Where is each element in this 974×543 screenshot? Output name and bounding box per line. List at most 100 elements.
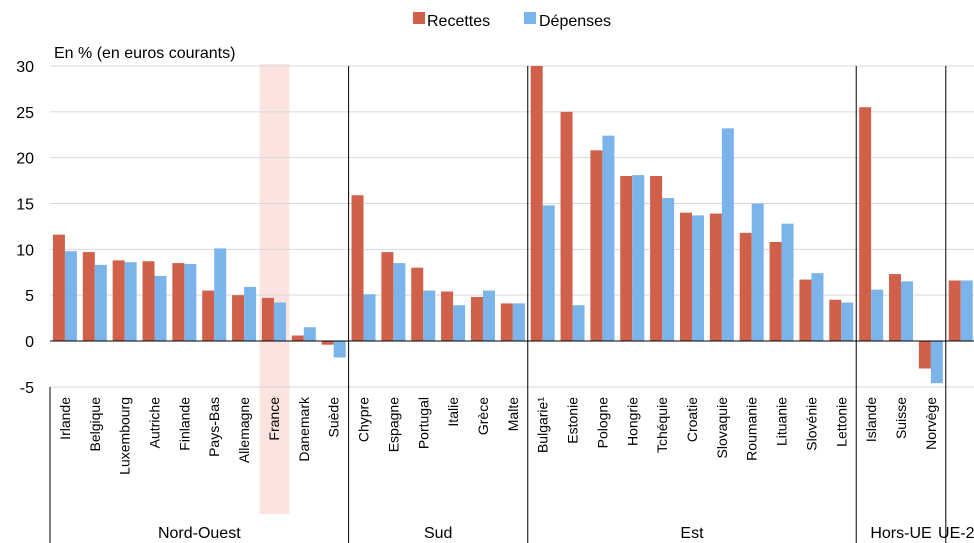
bar-depenses: [960, 280, 973, 341]
bar-depenses: [482, 290, 495, 341]
legend-swatch-depenses: [524, 12, 536, 24]
bar-recettes: [351, 195, 364, 341]
y-tick-label: 0: [25, 334, 34, 351]
y-tick-label: 15: [16, 197, 34, 214]
bar-depenses: [691, 215, 704, 341]
category-label: Tchéquie: [654, 397, 670, 453]
y-axis-ticks: -5 0 5 10 15 20 25 30: [16, 59, 34, 397]
category-label: Irlande: [57, 397, 73, 440]
category-label: France: [266, 397, 282, 441]
category-label: Norvège: [923, 397, 939, 450]
bar-recettes: [202, 290, 215, 341]
category-label: Italie: [445, 397, 461, 427]
bar-depenses: [184, 264, 197, 341]
bar-recettes: [261, 297, 274, 341]
category-label: Pays-Bas: [206, 397, 222, 457]
bar-depenses: [632, 175, 645, 341]
bar-depenses: [662, 198, 675, 341]
bar-recettes: [620, 176, 633, 341]
bar-recettes: [739, 232, 752, 341]
group-separators: [49, 66, 974, 543]
group-label: UE-27: [938, 525, 974, 542]
y-tick-label: 30: [16, 59, 34, 76]
legend-swatch-recettes: [413, 12, 425, 24]
bar-recettes: [291, 335, 304, 341]
group-label: Sud: [424, 525, 452, 542]
bar-depenses: [64, 251, 77, 341]
bar-depenses: [393, 263, 406, 341]
category-label: Allemagne: [236, 397, 252, 463]
bar-depenses: [453, 305, 466, 341]
bar-recettes: [769, 242, 782, 341]
category-label: Slovénie: [803, 397, 819, 451]
category-label: Suède: [326, 397, 342, 438]
group-label: Hors-UE: [870, 525, 931, 542]
bar-recettes: [82, 252, 95, 341]
category-label: Finlande: [176, 397, 192, 451]
bar-depenses: [901, 281, 914, 341]
category-labels: Irlande Belgique Luxembourg Autriche Finland…: [57, 396, 939, 475]
bar-recettes: [411, 267, 424, 341]
category-label: Croatie: [684, 397, 700, 442]
category-label: Estonie: [565, 397, 581, 444]
category-label: Danemark: [296, 396, 312, 462]
bar-recettes: [709, 213, 722, 341]
bar-depenses: [303, 327, 316, 341]
bar-recettes: [500, 303, 513, 341]
category-label: Suisse: [893, 397, 909, 439]
bar-recettes: [172, 263, 185, 341]
bar-recettes: [650, 176, 663, 341]
bar-depenses: [154, 275, 167, 341]
category-label: Luxembourg: [117, 397, 133, 475]
category-label: Malte: [505, 397, 521, 431]
bar-depenses: [214, 248, 227, 341]
category-label: Espagne: [385, 397, 401, 452]
bars: [52, 66, 973, 384]
category-label: Pologne: [594, 397, 610, 449]
france-highlight: [259, 64, 290, 514]
category-label: Bulgarie¹: [535, 397, 551, 453]
bar-depenses: [751, 203, 764, 341]
bar-depenses: [244, 286, 257, 341]
bar-recettes: [799, 279, 812, 341]
bar-recettes: [470, 297, 483, 341]
category-label: Chypre: [356, 397, 372, 442]
bar-recettes: [321, 341, 334, 345]
bar-recettes: [441, 291, 454, 341]
bar-depenses: [781, 223, 794, 341]
category-label: Lettonie: [833, 397, 849, 447]
bar-depenses: [841, 302, 854, 341]
category-label: Roumanie: [744, 397, 760, 461]
bar-recettes: [859, 107, 872, 341]
bar-depenses: [572, 305, 585, 341]
bar-depenses: [542, 205, 555, 341]
category-label: Slovaquie: [714, 397, 730, 459]
bar-depenses: [94, 264, 107, 341]
bar-recettes: [560, 111, 573, 341]
category-label: Lituanie: [774, 397, 790, 446]
bar-recettes: [112, 260, 125, 341]
legend-label-depenses: Dépenses: [539, 13, 611, 30]
bar-depenses: [602, 135, 615, 341]
bar-recettes: [889, 274, 902, 341]
category-label: Hongrie: [624, 397, 640, 446]
y-tick-label: 10: [16, 242, 34, 259]
bar-recettes: [381, 252, 394, 341]
y-tick-label: 20: [16, 151, 34, 168]
group-label: Est: [680, 525, 704, 542]
bar-recettes: [142, 261, 155, 341]
bar-recettes: [829, 299, 842, 341]
bar-depenses: [811, 273, 824, 341]
bar-recettes: [590, 150, 603, 341]
category-label: Autriche: [147, 397, 163, 449]
category-label: Portugal: [415, 397, 431, 449]
category-label: Belgique: [87, 397, 103, 452]
bar-depenses: [273, 302, 286, 341]
bar-depenses: [363, 294, 376, 341]
bar-recettes: [52, 234, 65, 341]
group-label: Nord-Ouest: [158, 525, 241, 542]
bar-depenses: [512, 303, 525, 341]
bar-depenses: [871, 289, 884, 341]
bar-depenses: [721, 128, 734, 341]
